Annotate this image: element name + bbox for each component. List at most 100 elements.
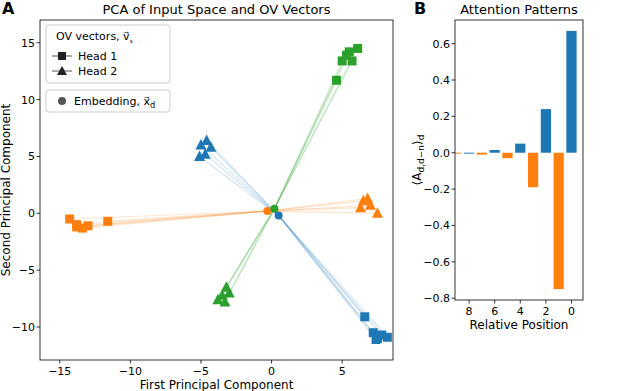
ov-link (267, 199, 367, 212)
y-tick (452, 261, 456, 262)
bar (528, 153, 538, 188)
ov-link (267, 208, 360, 211)
y-tick (37, 327, 41, 328)
point (219, 296, 230, 307)
bar (490, 150, 500, 153)
point (372, 335, 381, 344)
axes-frame (455, 20, 583, 300)
x-tick-label: 0 (568, 305, 575, 318)
ov-link (274, 48, 357, 208)
x-tick-label: 0 (268, 365, 275, 378)
x-tick (271, 360, 272, 364)
y-tick (452, 80, 456, 81)
panel-label: A (2, 0, 15, 18)
ov-link (274, 52, 349, 209)
y-tick (37, 42, 41, 43)
legend-box (46, 25, 170, 83)
ov-link (205, 154, 278, 215)
y-tick-label: 0.2 (433, 110, 451, 123)
legend: OV vectors, v⃗ₛHead 1Head 2Embedding, x⃗… (46, 25, 170, 112)
point (263, 207, 271, 215)
ov-link (218, 209, 274, 300)
y-tick-label: 0.0 (433, 147, 451, 160)
y-tick-label: 10 (21, 94, 35, 107)
y-tick-label: 0.4 (433, 74, 451, 87)
point (355, 202, 366, 213)
x-tick (342, 360, 343, 364)
point (345, 47, 354, 56)
title: Attention Patterns (460, 2, 578, 17)
point (201, 135, 212, 146)
point (383, 333, 392, 342)
y-tick-label: 15 (21, 37, 35, 50)
legend-title: OV vectors, v⃗ₛ (56, 30, 133, 45)
title: PCA of Input Space and OV Vectors (103, 2, 331, 17)
x-axis-label: First Principal Component (140, 378, 294, 391)
point (275, 212, 283, 220)
plot-area (65, 44, 392, 344)
y-tick-label: 5 (28, 150, 35, 163)
panel-label: B (414, 0, 426, 18)
ov-link (267, 205, 370, 211)
x-tick-label: 6 (491, 305, 498, 318)
plot-area (455, 31, 577, 289)
y-tick-label: −0.4 (423, 219, 450, 232)
legend-label: Head 1 (78, 50, 117, 63)
legend-label: Head 2 (78, 65, 117, 78)
axes-frame (40, 20, 393, 360)
y-tick (452, 43, 456, 44)
point (332, 76, 341, 85)
x-tick-label: 4 (517, 305, 524, 318)
x-tick (59, 360, 60, 364)
x-tick-label: −10 (119, 365, 142, 378)
point (353, 44, 362, 53)
y-tick (452, 298, 456, 299)
y-tick (37, 99, 41, 100)
y-tick (452, 116, 456, 117)
point (360, 312, 369, 321)
bar (502, 153, 512, 158)
bar (566, 31, 576, 153)
y-tick-label: −10 (12, 321, 35, 334)
x-tick (200, 360, 201, 364)
y-tick (37, 213, 41, 214)
x-tick (494, 300, 495, 304)
point (103, 217, 112, 226)
point (84, 221, 93, 230)
y-tick (452, 152, 456, 153)
y-tick-label: −0.2 (423, 183, 450, 196)
point (72, 222, 81, 231)
y-tick (37, 270, 41, 271)
legend-marker (58, 97, 66, 105)
bar (515, 144, 525, 153)
x-tick-label: 5 (339, 365, 346, 378)
bar (455, 152, 461, 154)
point (372, 207, 383, 218)
y-axis-label: ⟨Ad,d−n⟩d (410, 135, 426, 186)
y-tick (37, 156, 41, 157)
panel-1: BAttention Patterns86420−0.8−0.6−0.4−0.2… (410, 0, 583, 332)
point (348, 56, 357, 65)
x-tick (545, 300, 546, 304)
x-tick-label: −5 (193, 365, 209, 378)
ov-link (225, 209, 274, 302)
ov-link (279, 216, 376, 340)
ov-link (201, 145, 279, 216)
bar (477, 153, 487, 155)
x-tick (520, 300, 521, 304)
x-tick (469, 300, 470, 304)
y-tick (452, 189, 456, 190)
ov-link (207, 141, 279, 216)
ov-link (77, 211, 268, 227)
ov-link (279, 216, 388, 338)
x-tick (571, 300, 572, 304)
y-tick-label: −5 (19, 264, 35, 277)
x-tick (130, 360, 131, 364)
x-tick-label: 8 (466, 305, 473, 318)
x-tick-label: −15 (48, 365, 71, 378)
legend-marker (58, 52, 66, 60)
ov-link (200, 156, 279, 215)
point (270, 205, 278, 213)
legend-box (46, 90, 170, 112)
y-tick-label: −0.8 (423, 292, 450, 305)
